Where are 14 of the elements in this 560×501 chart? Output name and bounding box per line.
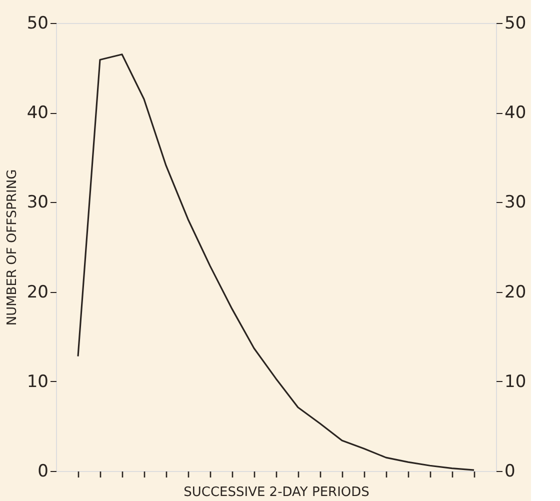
y2-tick-label: 50 xyxy=(504,14,526,34)
y-tick-label: 0 xyxy=(38,462,48,482)
y2-tick-label: 40 xyxy=(504,103,526,124)
y2-tick-label: 30 xyxy=(504,192,526,213)
y-tick-label: 30 xyxy=(26,192,48,213)
y-axis-title: NUMBER OF OFFSPRING xyxy=(4,169,20,326)
y-tick-label: 20 xyxy=(26,282,48,302)
y-tick-label: 50 xyxy=(26,14,48,34)
y-tick-label: 40 xyxy=(26,103,48,124)
y2-tick-label: 0 xyxy=(504,462,516,482)
y2-tick-label: 20 xyxy=(504,282,526,302)
y-tick-label: 10 xyxy=(26,372,48,392)
x-axis-title: SUCCESSIVE 2-DAY PERIODS xyxy=(184,485,370,500)
y2-tick-label: 10 xyxy=(504,372,526,392)
